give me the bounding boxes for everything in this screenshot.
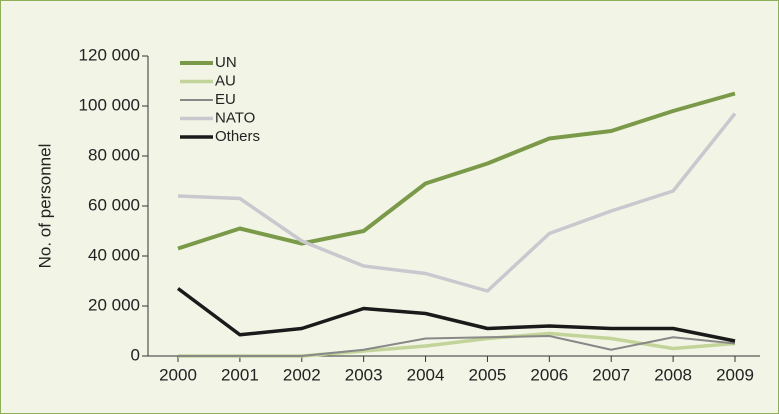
series-line (177, 91, 736, 251)
y-tick-label: 0 (131, 345, 140, 364)
y-tick-label: 60 000 (88, 195, 140, 214)
y-tick-label: 120 000 (79, 45, 140, 64)
x-tick-label: 2000 (159, 365, 197, 384)
legend-label: NATO (215, 109, 255, 126)
y-tick-label: 40 000 (88, 245, 140, 264)
legend-label: Others (215, 128, 260, 145)
series-line (178, 335, 736, 357)
legend-label: EU (215, 91, 236, 108)
x-tick-label: 2006 (530, 365, 568, 384)
legend-label: UN (215, 54, 237, 71)
x-tick-label: 2005 (469, 365, 507, 384)
series-line (176, 287, 736, 343)
x-tick-label: 2009 (716, 365, 754, 384)
x-tick-label: 2002 (283, 365, 321, 384)
legend-label: AU (215, 72, 236, 89)
x-tick-label: 2007 (592, 365, 630, 384)
series-line (177, 112, 737, 293)
y-tick-label: 80 000 (88, 145, 140, 164)
x-tick-label: 2001 (221, 365, 259, 384)
y-tick-label: 100 000 (79, 95, 140, 114)
y-tick-label: 20 000 (88, 295, 140, 314)
y-axis-label: No. of personnel (35, 144, 54, 269)
x-tick-label: 2003 (345, 365, 383, 384)
x-tick-label: 2004 (407, 365, 445, 384)
x-tick-label: 2008 (654, 365, 692, 384)
